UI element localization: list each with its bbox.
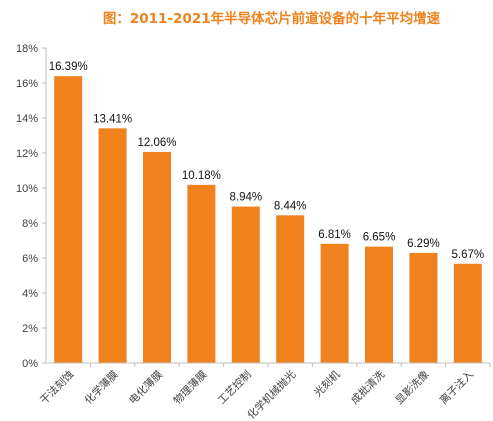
x-category-label: 电化薄膜: [126, 368, 165, 407]
y-tick-label: 6%: [22, 253, 38, 265]
bar: [231, 206, 260, 363]
y-tick-label: 0%: [22, 358, 38, 370]
data-label: 5.67%: [451, 249, 484, 261]
bar: [54, 76, 83, 364]
bar: [453, 263, 482, 363]
data-label: 6.65%: [363, 232, 396, 244]
data-label: 13.41%: [93, 113, 132, 125]
bars-group: [54, 76, 482, 364]
data-label: 10.18%: [182, 170, 221, 182]
data-label: 8.94%: [229, 192, 262, 204]
bar: [187, 184, 216, 363]
x-category-label: 化学机械抛光: [245, 368, 299, 421]
data-label: 8.44%: [274, 200, 307, 212]
y-tick-label: 14%: [16, 113, 38, 125]
data-label: 12.06%: [137, 137, 176, 149]
x-category-label: 工艺控制: [215, 368, 254, 407]
y-tick-label: 8%: [22, 218, 38, 230]
y-tick-label: 10%: [16, 183, 38, 195]
x-category-label: 光刻机: [311, 368, 343, 400]
data-label: 6.81%: [318, 229, 351, 241]
x-category-label: 物理薄膜: [171, 368, 210, 407]
x-category-label: 干法刻蚀: [37, 368, 76, 407]
bar: [143, 151, 171, 363]
y-tick-label: 4%: [22, 288, 38, 300]
bar: [98, 128, 127, 363]
y-tick-label: 2%: [22, 323, 38, 335]
data-labels-group: 16.39% 13.41% 12.06% 10.18% 8.94% 8.44% 6.81% 6…: [49, 61, 484, 261]
y-tick-label: 18%: [16, 43, 38, 55]
data-label: 6.29%: [407, 238, 440, 250]
x-category-label: 成批清洗: [348, 368, 387, 407]
data-label: 16.39%: [49, 61, 88, 73]
y-axis: 0% 2% 4% 6% 8% 10% 12% 14% 16% 18%: [16, 43, 47, 370]
bar: [365, 246, 393, 363]
bar: [276, 215, 305, 363]
y-tick-label: 16%: [16, 78, 38, 90]
x-category-label: 显影洗像: [393, 368, 432, 407]
y-tick-label: 12%: [16, 148, 38, 160]
bar: [409, 252, 438, 363]
x-category-label: 离子注入: [437, 368, 476, 407]
chart-title: 图：2011-2021年半导体芯片前道设备的十年平均增速: [102, 11, 441, 27]
bar: [320, 243, 349, 363]
x-category-label: 化学薄膜: [82, 368, 121, 407]
